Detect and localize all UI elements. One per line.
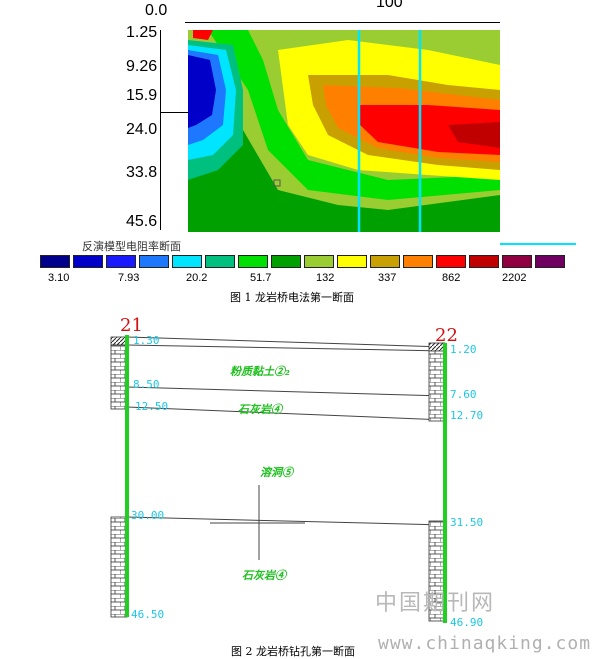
legend-value: 862 — [442, 272, 461, 284]
legend-swatch — [469, 255, 499, 268]
depth-axis-line — [160, 30, 161, 230]
legend-value: 3.10 — [48, 272, 70, 284]
legend-swatch — [337, 255, 367, 268]
left-depth: 30.00 — [131, 509, 165, 522]
figure-2: 21 22 1.30 8.50 12.50 30.00 46.50 1.20 7… — [0, 310, 603, 658]
right-depth: 12.70 — [450, 409, 484, 422]
layer-label: 石灰岩④ — [242, 569, 286, 582]
left-depth: 46.50 — [131, 608, 165, 621]
depth-tick: 1.25 — [126, 24, 158, 41]
right-depth: 46.90 — [450, 616, 484, 629]
left-depth: 1.30 — [133, 334, 160, 347]
right-depth: 31.50 — [450, 516, 484, 529]
layer-label: 石灰岩④ — [238, 403, 282, 416]
figure-2-caption: 图 2 龙岩桥钻孔第一断面 — [231, 645, 355, 658]
legend-value: 2202 — [502, 272, 527, 284]
top-axis-line — [185, 22, 500, 23]
legend-swatch — [271, 255, 301, 268]
cyan-scale-bar — [500, 243, 576, 245]
depth-tick: 9.26 — [126, 58, 158, 75]
figure-1-caption: 图 1 龙岩桥电法第一断面 — [230, 291, 354, 304]
legend-swatch — [172, 255, 202, 268]
depth-tick: 45.6 — [126, 213, 158, 230]
depth-tick: 24.0 — [126, 121, 158, 138]
legend-value: 337 — [378, 272, 397, 284]
left-depth: 8.50 — [133, 378, 160, 391]
legend-value: 20.2 — [186, 272, 208, 284]
depth-tick: 33.8 — [126, 164, 158, 181]
borehole-section — [110, 335, 447, 623]
legend-value: 132 — [316, 272, 335, 284]
legend-swatch — [238, 255, 268, 268]
layer-label: 粉质黏土②₂ — [230, 365, 290, 378]
legend-swatch — [106, 255, 136, 268]
figure-1: 0.0 100 1.25 9.26 15.9 24.0 33.8 45.6 反演… — [0, 0, 603, 305]
legend-title: 反演模型电阻率断面 — [82, 240, 181, 253]
watermark-cn: 中国期刊网 — [375, 591, 496, 616]
borehole-left-id: 21 — [120, 315, 143, 336]
top-tick-0: 0.0 — [145, 2, 168, 19]
depth-tick: 15.9 — [126, 87, 158, 104]
legend-swatch — [205, 255, 235, 268]
right-hatch — [428, 342, 446, 622]
right-depth: 1.20 — [450, 343, 477, 356]
right-depth: 7.60 — [450, 388, 477, 401]
legend-swatch — [304, 255, 334, 268]
borehole-right-id: 22 — [435, 325, 458, 346]
legend-swatch — [502, 255, 532, 268]
legend-value: 51.7 — [250, 272, 272, 284]
left-depth: 12.50 — [135, 400, 169, 413]
legend-swatches — [40, 255, 570, 268]
legend-swatch — [535, 255, 565, 268]
legend-swatch — [40, 255, 70, 268]
legend-swatch — [370, 255, 400, 268]
legend-swatch — [436, 255, 466, 268]
watermark-url: www.chinaqking.com — [378, 633, 592, 654]
layer-label: 溶洞⑤ — [260, 466, 293, 479]
resistivity-section — [188, 30, 500, 232]
left-hatch — [110, 336, 128, 618]
depth-axis-mark — [160, 112, 190, 113]
top-tick-1: 100 — [376, 0, 403, 11]
legend-value: 7.93 — [118, 272, 140, 284]
legend-swatch — [73, 255, 103, 268]
legend-swatch — [403, 255, 433, 268]
legend-swatch — [139, 255, 169, 268]
